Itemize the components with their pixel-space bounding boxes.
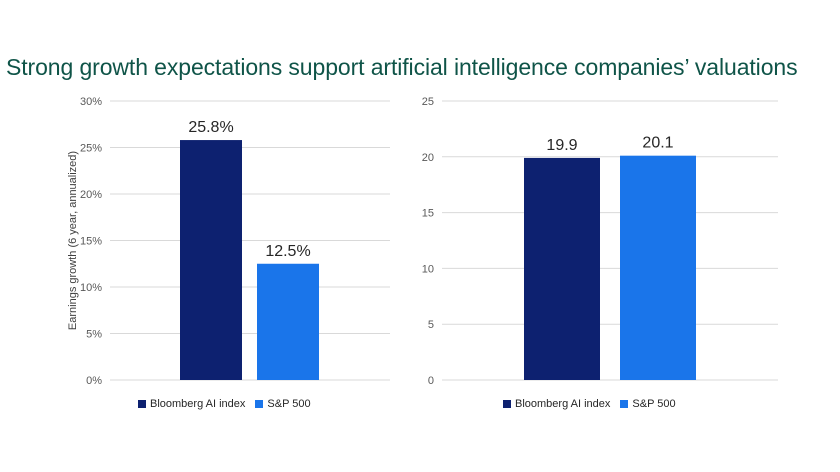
chart1-y-tick-label: 30% (80, 96, 102, 108)
legend-forward-pe: Bloomberg AI index S&P 500 (503, 398, 686, 410)
legend-swatch-sp500 (620, 400, 629, 408)
legend-swatch-ai-index (138, 400, 146, 408)
chart2-bar-sp500 (620, 155, 696, 380)
chart1-y-tick-label: 5% (86, 329, 102, 341)
legend-item-ai-index: Bloomberg AI index (138, 398, 245, 410)
chart1-y-tick-label: 0% (86, 375, 102, 387)
chart1-data-label: 12.5% (265, 243, 310, 260)
chart2-data-label: 19.9 (546, 137, 577, 154)
chart2-y-tick-label: 10 (422, 263, 434, 275)
legend-item-sp500: S&P 500 (620, 398, 676, 410)
chart1-data-label: 25.8% (188, 119, 233, 136)
legend-label-ai-index: Bloomberg AI index (150, 398, 246, 410)
chart1-y-tick-label: 10% (80, 282, 102, 294)
chart2-y-tick-label: 5 (428, 319, 434, 331)
legend-swatch-ai-index (503, 400, 511, 408)
legend-item-ai-index: Bloomberg AI index (503, 398, 610, 410)
chart2-y-tick-label: 20 (422, 152, 434, 164)
chart1-bar-sp500 (257, 263, 319, 380)
legend-item-sp500: S&P 500 (255, 398, 311, 410)
chart1-y-tick-label: 15% (80, 236, 102, 248)
legend-earnings-growth: Bloomberg AI index S&P 500 (138, 398, 321, 410)
page-title: Strong growth expectations support artif… (6, 54, 798, 80)
legend-label-sp500: S&P 500 (267, 398, 311, 410)
legend-swatch-sp500 (255, 400, 264, 408)
chart1-y-tick-label: 20% (80, 189, 102, 201)
chart2-bar-ai-index (524, 157, 600, 380)
chart2-y-tick-label: 15 (422, 208, 434, 220)
chart2-y-tick-label: 0 (428, 375, 434, 387)
chart2-y-tick-label: 25 (422, 96, 434, 108)
chart1-y-axis-label: Earnings growth (6 year, annualized) (67, 151, 79, 330)
legend-label-sp500: S&P 500 (632, 398, 676, 410)
legend-label-ai-index: Bloomberg AI index (515, 398, 611, 410)
chart2-data-label: 20.1 (642, 135, 673, 152)
chart1-y-tick-label: 25% (80, 143, 102, 155)
chart-earnings-growth: 0% 5% 10% 15% 20% 25% 30% 25.8% 12.5% Earnings gr… (67, 96, 390, 387)
chart1-bar-ai-index (180, 140, 242, 380)
